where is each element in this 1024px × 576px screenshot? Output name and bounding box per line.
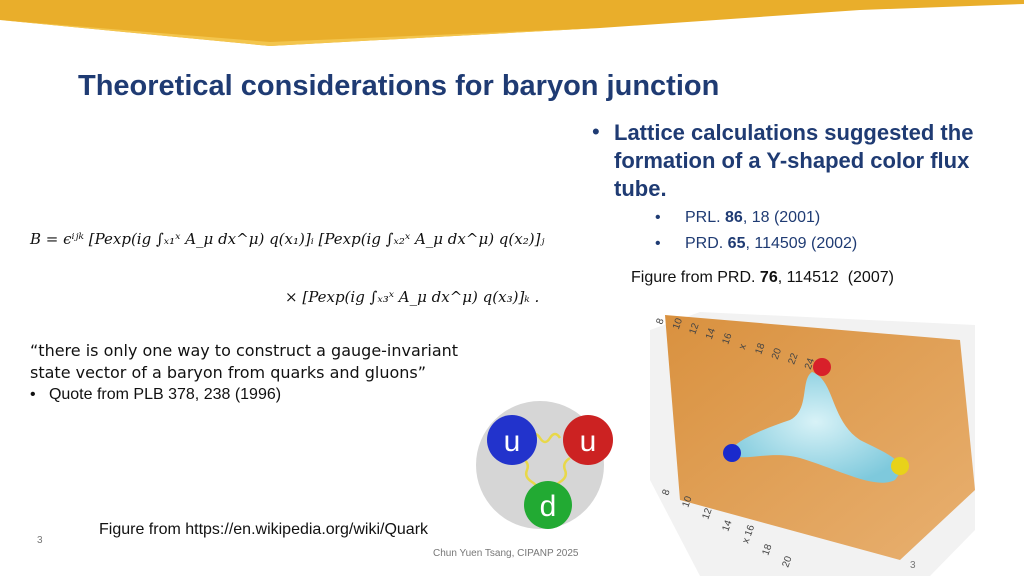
axis-tick-label: 16 — [720, 331, 734, 346]
axis-tick-label: 18 — [753, 341, 767, 356]
ref-rest: , 18 (2001) — [742, 209, 821, 226]
axis-tick-label: 10 — [671, 316, 685, 331]
axis-tick-label: 8 — [654, 317, 666, 326]
axis-tick-label: 12 — [687, 321, 701, 336]
caption-volume: 76 — [759, 269, 778, 286]
figure-caption: Figure from PRD. 76, 114512 (2007) — [631, 269, 894, 287]
slide-title: Theoretical considerations for baryon ju… — [78, 70, 720, 102]
ref-volume: 65 — [727, 235, 746, 252]
equation-line: B = ϵⁱʲᵏ [Pexp(ig ∫ₓ₁ˣ A_μ dx^μ) q(x₁)]ᵢ… — [30, 230, 545, 248]
slide-number: 3 — [37, 535, 43, 546]
page-number: 3 — [910, 560, 916, 571]
axis-tick-label: 24 — [803, 356, 817, 371]
ref-prefix: PRL. — [685, 209, 726, 226]
caption-prefix: Figure from PRD. — [631, 269, 760, 286]
figure-caption: Figure from https://en.wikipedia.org/wik… — [99, 521, 429, 538]
axis-tick-label: 12 — [700, 506, 714, 521]
axis-tick-label: 18 — [760, 542, 774, 557]
quark-label: d — [540, 490, 557, 523]
source-yellow — [891, 457, 909, 475]
quote: “there is only one way to construct a ga… — [30, 340, 500, 406]
quark-label: u — [580, 425, 597, 458]
quark-red — [563, 415, 613, 465]
top-banner — [0, 0, 1024, 46]
ref-rest: , 114509 (2002) — [745, 235, 858, 252]
bullet-text: Lattice calculations suggested the forma… — [614, 120, 974, 201]
footer-author: Chun Yuen Tsang, CIPANP 2025 — [433, 548, 579, 559]
axis-tick-label: 20 — [770, 346, 784, 361]
quote-source-item: • Quote from PLB 378, 238 (1996) — [30, 386, 282, 403]
source-blue — [723, 444, 741, 462]
axis-tick-label: 8 — [660, 488, 672, 497]
quark-label: u — [504, 425, 521, 458]
source-red — [813, 358, 831, 376]
quote-text: “there is only one way to construct a ga… — [30, 341, 459, 382]
equation-line: × [Pexp(ig ∫ₓ₃ˣ A_μ dx^μ) q(x₃)]ₖ . — [285, 288, 540, 306]
ref-item: • PRL. 86, 18 (2001) — [655, 209, 821, 226]
banner-shade — [0, 20, 600, 46]
quark-blue — [487, 415, 537, 465]
flux-tube — [731, 372, 901, 483]
axis-tick-label: 14 — [720, 518, 734, 533]
caption-rest: , 114512 (2007) — [777, 269, 894, 286]
ref-volume: 86 — [725, 209, 743, 226]
axis-tick-label: 10 — [680, 494, 694, 509]
ref-item: • PRD. 65, 114509 (2002) — [655, 235, 858, 252]
axis-tick-label: x — [737, 343, 749, 351]
quark-green — [524, 481, 572, 529]
axis-tick-label: 14 — [704, 326, 718, 341]
bullet: • — [592, 119, 600, 144]
ref-prefix: PRD. — [685, 235, 728, 252]
axis-tick-label: 20 — [780, 554, 794, 569]
quote-source: Quote from PLB 378, 238 (1996) — [48, 386, 282, 403]
axis-tick-label: 22 — [786, 351, 800, 366]
